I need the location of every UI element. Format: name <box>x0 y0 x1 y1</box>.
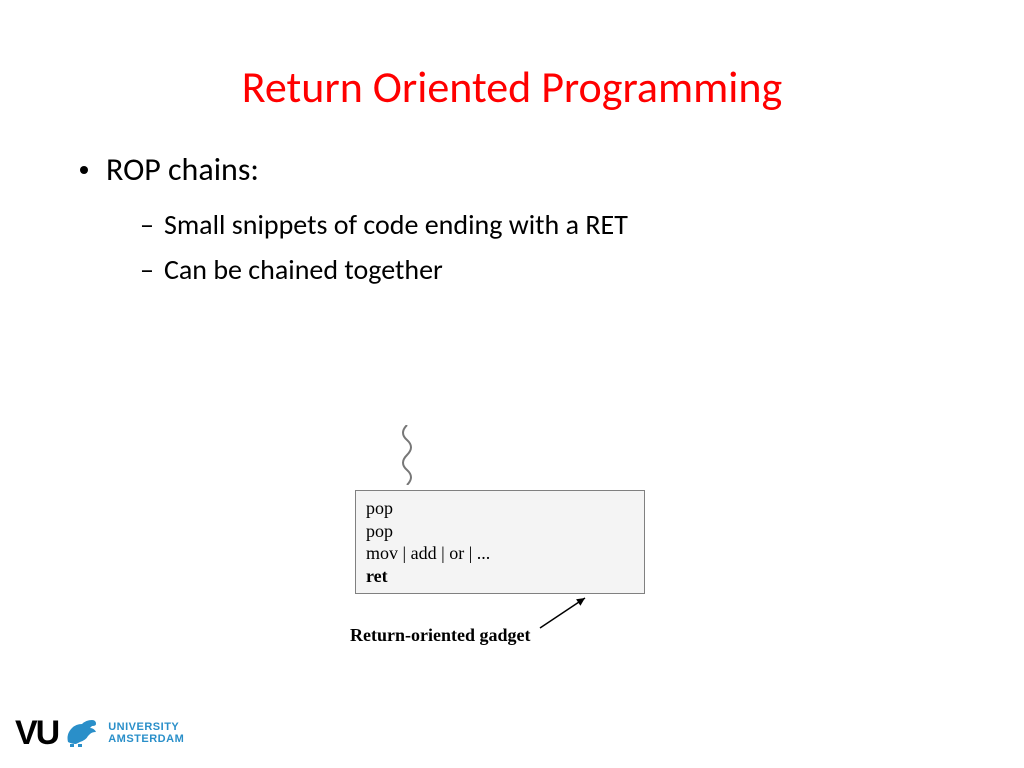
caption-text: Return-oriented gadget <box>350 625 530 645</box>
arrow-icon <box>534 592 591 639</box>
bullet-level1: ROP chains: <box>80 150 960 189</box>
gadget-diagram: pop pop mov | add | or | ... ret <box>355 490 645 594</box>
bullet-text: Can be chained together <box>164 252 443 287</box>
university-text: UNIVERSITY AMSTERDAM <box>108 722 184 745</box>
vu-logo: VU UNIVERSITY AMSTERDAM <box>15 714 184 753</box>
code-line: pop <box>366 520 634 543</box>
code-box: pop pop mov | add | or | ... ret <box>355 490 645 594</box>
title-text: Return Oriented Programming <box>242 60 782 114</box>
diagram-caption: Return-oriented gadget <box>350 625 530 646</box>
bullet-dash-icon: – <box>140 252 154 287</box>
bullet-list: ROP chains: – Small snippets of code end… <box>80 150 960 297</box>
bullet-dot-icon <box>80 166 88 174</box>
code-line: ret <box>366 565 634 588</box>
bullet-text: Small snippets of code ending with a RET <box>164 207 628 242</box>
vu-wordmark: VU <box>15 714 58 753</box>
bullet-level2: – Small snippets of code ending with a R… <box>140 207 960 242</box>
university-line1: UNIVERSITY <box>108 721 179 733</box>
bullet-dash-icon: – <box>140 207 154 242</box>
squiggle-icon <box>395 425 419 490</box>
griffin-icon <box>62 714 102 753</box>
university-line2: AMSTERDAM <box>108 733 184 745</box>
bullet-level2: – Can be chained together <box>140 252 960 287</box>
slide: Return Oriented Programming ROP chains: … <box>0 0 1024 768</box>
code-line: mov | add | or | ... <box>366 542 634 565</box>
code-line: pop <box>366 497 634 520</box>
bullet-text: ROP chains: <box>106 150 259 189</box>
slide-title: Return Oriented Programming <box>0 60 1024 114</box>
